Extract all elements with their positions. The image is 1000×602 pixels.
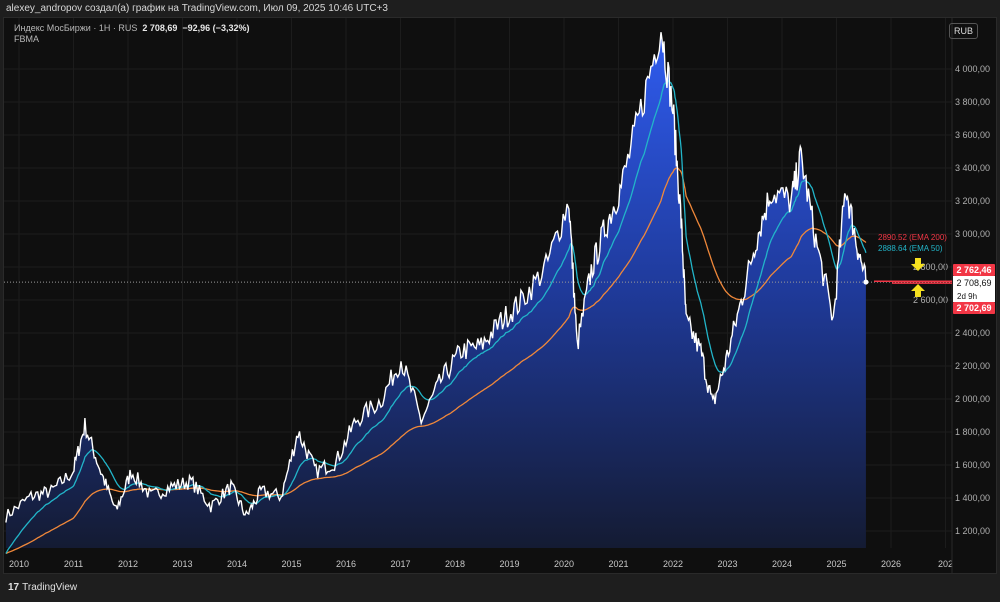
x-tick-label: 2025 — [826, 559, 846, 569]
y-tick-label: 3 400,00 — [955, 163, 990, 173]
last-point-marker — [863, 279, 869, 285]
price-chart[interactable]: 1 200,00 1 400,00 1 600,00 1 800,00 2 000,00… — [4, 18, 996, 573]
tradingview-logo-icon: 17 — [8, 582, 20, 593]
down-arrow-icon — [911, 258, 925, 271]
x-tick-label: 2010 — [9, 559, 29, 569]
x-tick-label: 2017 — [390, 559, 410, 569]
x-tick-label: 2023 — [717, 559, 737, 569]
lower-price-label-bg — [953, 302, 995, 314]
legend: Индекс МосБиржи · 1Н · RUS 2 708,69 −92,… — [14, 23, 249, 45]
x-tick-label: 202 — [938, 559, 953, 569]
chart-title-bar: alexey_andropov создал(а) график на Trad… — [6, 3, 388, 14]
x-tick-label: 2021 — [608, 559, 628, 569]
price-area-fill — [5, 32, 866, 548]
up-arrow-icon — [911, 284, 925, 297]
ema-200-label: 2890.52 (EMA 200) — [878, 233, 947, 242]
chart-panel[interactable]: 1 200,00 1 400,00 1 600,00 1 800,00 2 000,00… — [3, 17, 997, 574]
last-price: 2 708,69 — [142, 23, 178, 33]
ema-200-line — [5, 167, 867, 555]
symbol-label[interactable]: Индекс МосБиржи · 1Н · RUS — [14, 23, 138, 33]
current-price-label: 2 708,69 — [956, 278, 991, 288]
y-tick-label: 4 000,00 — [955, 64, 990, 74]
y-tick-label: 2 600,00 — [913, 295, 948, 305]
x-tick-label: 2022 — [663, 559, 683, 569]
upper-price-label: 2 762,46 — [956, 265, 991, 275]
y-tick-label: 3 200,00 — [955, 196, 990, 206]
x-tick-label: 2015 — [281, 559, 301, 569]
y-tick-label: 2 800,00 — [913, 262, 948, 272]
y-tick-label: 3 000,00 — [955, 229, 990, 239]
y-tick-label: 1 200,00 — [955, 526, 990, 536]
x-tick-label: 2024 — [772, 559, 792, 569]
y-tick-label: 1 400,00 — [955, 493, 990, 503]
upper-price-label-bg — [953, 264, 995, 276]
y-tick-label: 1 800,00 — [955, 427, 990, 437]
x-tick-label: 2012 — [118, 559, 138, 569]
price-line — [5, 32, 867, 523]
x-tick-label: 2018 — [445, 559, 465, 569]
y-tick-label: 3 800,00 — [955, 97, 990, 107]
ema-50-label: 2888.64 (EMA 50) — [878, 244, 943, 253]
y-tick-label: 2 200,00 — [955, 361, 990, 371]
y-tick-label: 2 000,00 — [955, 394, 990, 404]
y-tick-label: 2 400,00 — [955, 328, 990, 338]
lower-price-label: 2 702,69 — [956, 303, 991, 313]
x-tick-label: 2014 — [227, 559, 247, 569]
x-tick-label: 2013 — [172, 559, 192, 569]
x-tick-label: 2020 — [554, 559, 574, 569]
x-tick-label: 2016 — [336, 559, 356, 569]
x-tick-label: 2011 — [64, 559, 83, 569]
y-tick-label: 1 600,00 — [955, 460, 990, 470]
current-price-label-bg — [953, 276, 995, 302]
y-tick-label: 3 600,00 — [955, 130, 990, 140]
x-tick-label: 2026 — [881, 559, 901, 569]
indicator-label[interactable]: FBMA — [14, 34, 40, 44]
brand-name: TradingView — [22, 582, 78, 593]
currency-button[interactable]: RUB — [948, 23, 978, 39]
price-change: −92,96 (−3,32%) — [182, 23, 250, 33]
x-tick-label: 2019 — [499, 559, 519, 569]
countdown-label: 2d 9h — [957, 292, 977, 301]
footer-brand[interactable]: 17 TradingView — [8, 582, 77, 593]
ema-50-line — [5, 79, 867, 554]
